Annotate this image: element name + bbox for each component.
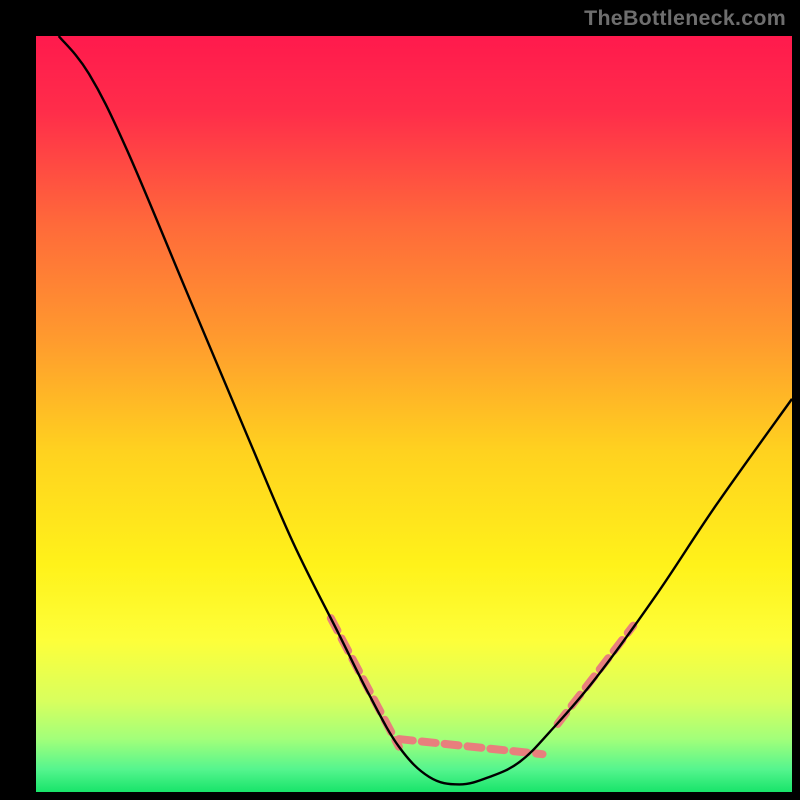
chart-svg — [36, 36, 792, 792]
gradient-background — [36, 36, 792, 792]
chart-frame: TheBottleneck.com — [0, 0, 800, 800]
plot-area — [36, 36, 792, 792]
watermark-text: TheBottleneck.com — [584, 6, 786, 31]
